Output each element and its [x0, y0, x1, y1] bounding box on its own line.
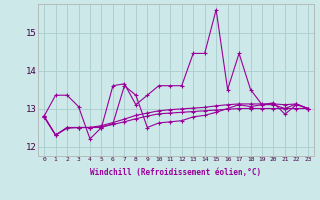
X-axis label: Windchill (Refroidissement éolien,°C): Windchill (Refroidissement éolien,°C): [91, 168, 261, 177]
